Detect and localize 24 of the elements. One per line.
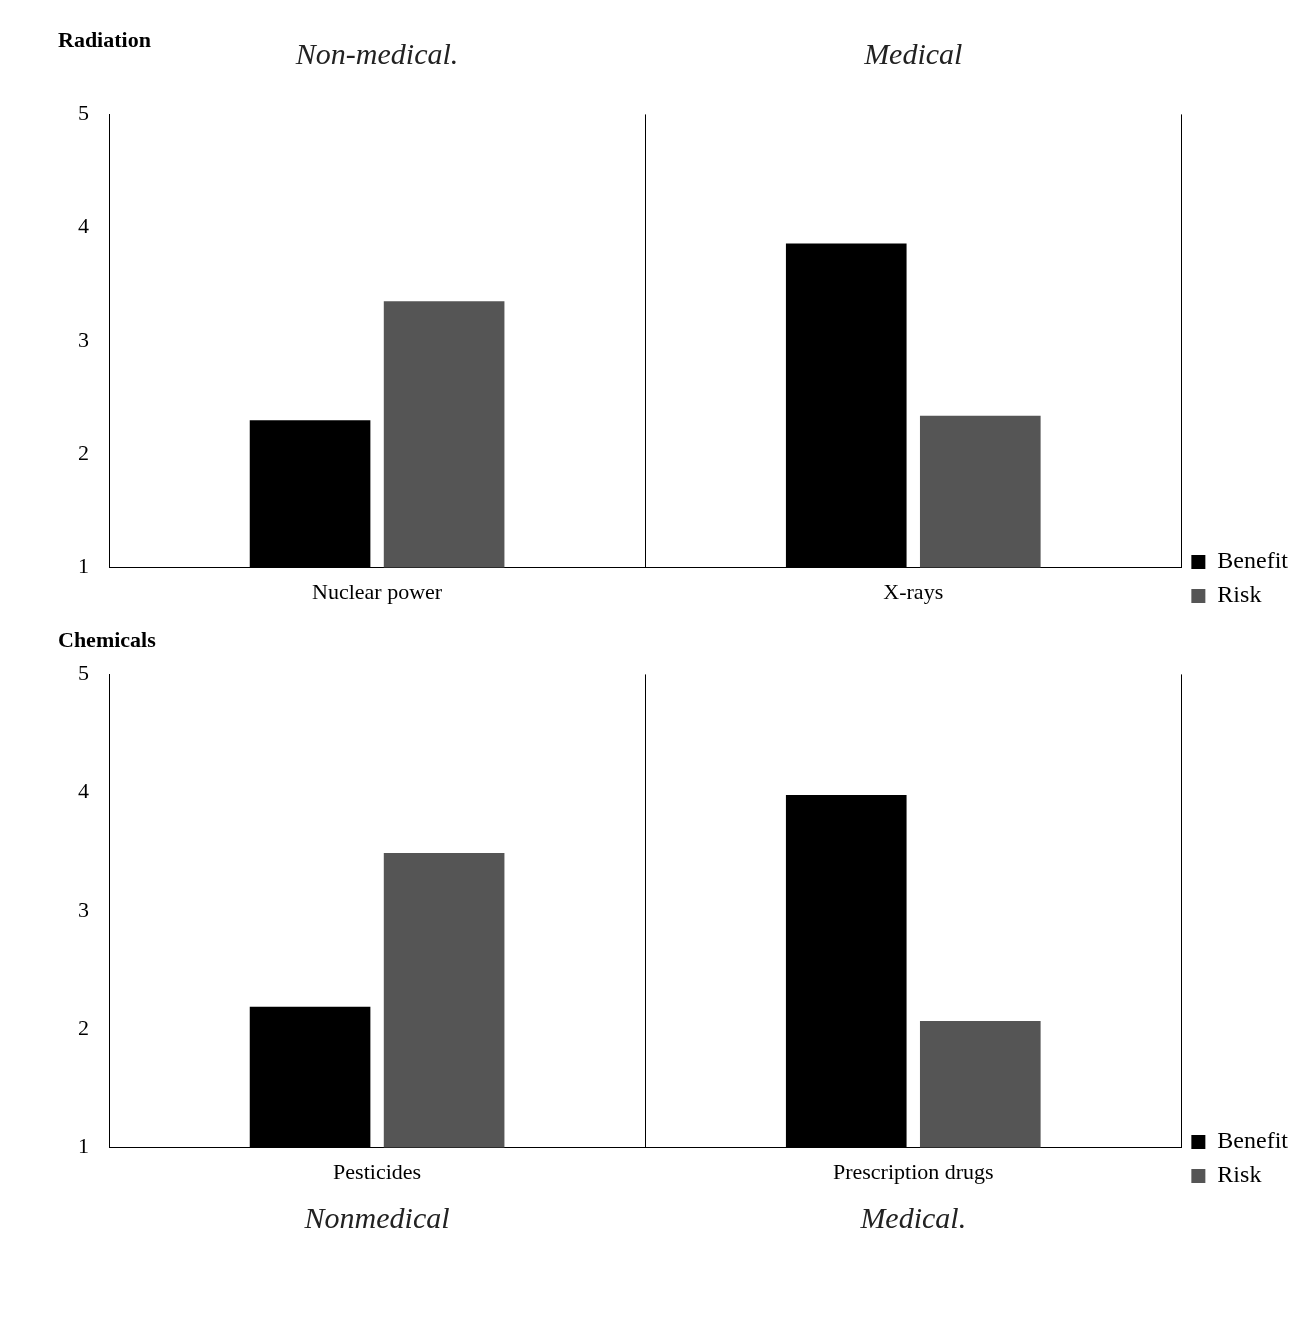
chart-title: Chemicals [58, 626, 157, 652]
legend-label: Benefit [1217, 547, 1289, 574]
y-tick-label: 4 [78, 778, 89, 804]
y-tick-label: 5 [78, 100, 89, 126]
y-tick-label: 1 [78, 1133, 89, 1159]
y-tick-label: 3 [78, 326, 89, 352]
legend-label: Benefit [1217, 1127, 1289, 1154]
y-tick-label: 2 [78, 440, 89, 466]
y-tick-label: 4 [78, 213, 89, 239]
legend-label: Risk [1217, 1161, 1262, 1188]
x-tick-label: Nuclear power [312, 578, 443, 604]
y-tick-label: 3 [78, 896, 89, 922]
text: Medical. [859, 1200, 967, 1234]
y-tick-label: 5 [78, 660, 89, 686]
x-tick-label: Prescription drugs [832, 1158, 994, 1184]
legend-label: Risk [1217, 581, 1262, 608]
text: Non-medical. [294, 37, 459, 71]
text: Nonmedical [303, 1200, 450, 1234]
x-tick-label: X-rays [883, 578, 944, 604]
text: Medical [863, 37, 963, 71]
chart-title: Radiation [58, 26, 151, 52]
y-tick-label: 2 [78, 1015, 89, 1041]
y-tick-label: 1 [78, 553, 89, 579]
x-tick-label: Pesticides [333, 1158, 422, 1184]
